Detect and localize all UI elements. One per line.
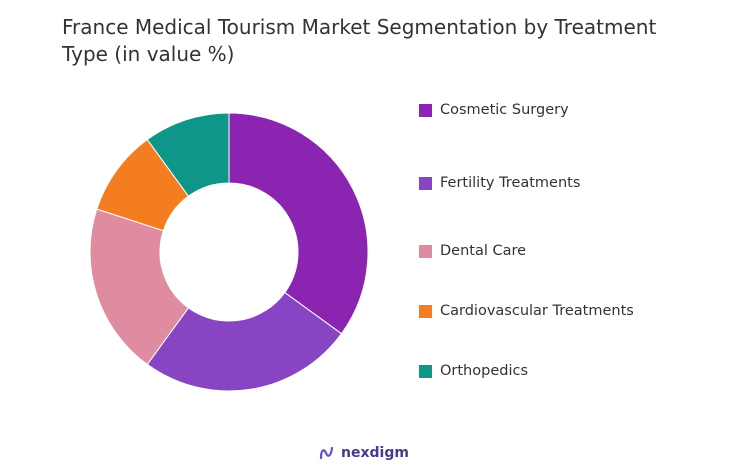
slice-cosmetic-surgery	[228, 112, 369, 335]
slice-orthopedics	[146, 112, 230, 197]
legend-swatch	[419, 103, 432, 117]
legend-item: Dental Care	[419, 241, 719, 261]
slice-dental-care	[89, 208, 190, 366]
brand-logo: nexdigm	[318, 444, 409, 462]
legend-item: Fertility Treatments	[419, 173, 719, 193]
legend-label: Orthopedics	[440, 363, 529, 379]
brand-name: nexdigm	[341, 445, 409, 461]
legend-label: Dental Care	[440, 243, 527, 259]
legend-item: Cosmetic Surgery	[419, 100, 719, 120]
nexdigm-logo-icon	[319, 446, 334, 460]
legend-label: Fertility Treatments	[440, 175, 581, 191]
legend-swatch	[419, 176, 432, 190]
legend-swatch	[419, 304, 432, 318]
slice-fertility-treatments	[146, 291, 343, 392]
legend-label: Cardiovascular Treatments	[440, 303, 634, 319]
legend-label: Cosmetic Surgery	[440, 102, 569, 118]
legend-swatch	[419, 364, 432, 378]
legend-swatch	[419, 244, 432, 258]
legend-item: Orthopedics	[419, 361, 719, 381]
legend-item: Cardiovascular Treatments	[419, 301, 719, 321]
chart-title: France Medical Tourism Market Segmentati…	[62, 15, 657, 66]
